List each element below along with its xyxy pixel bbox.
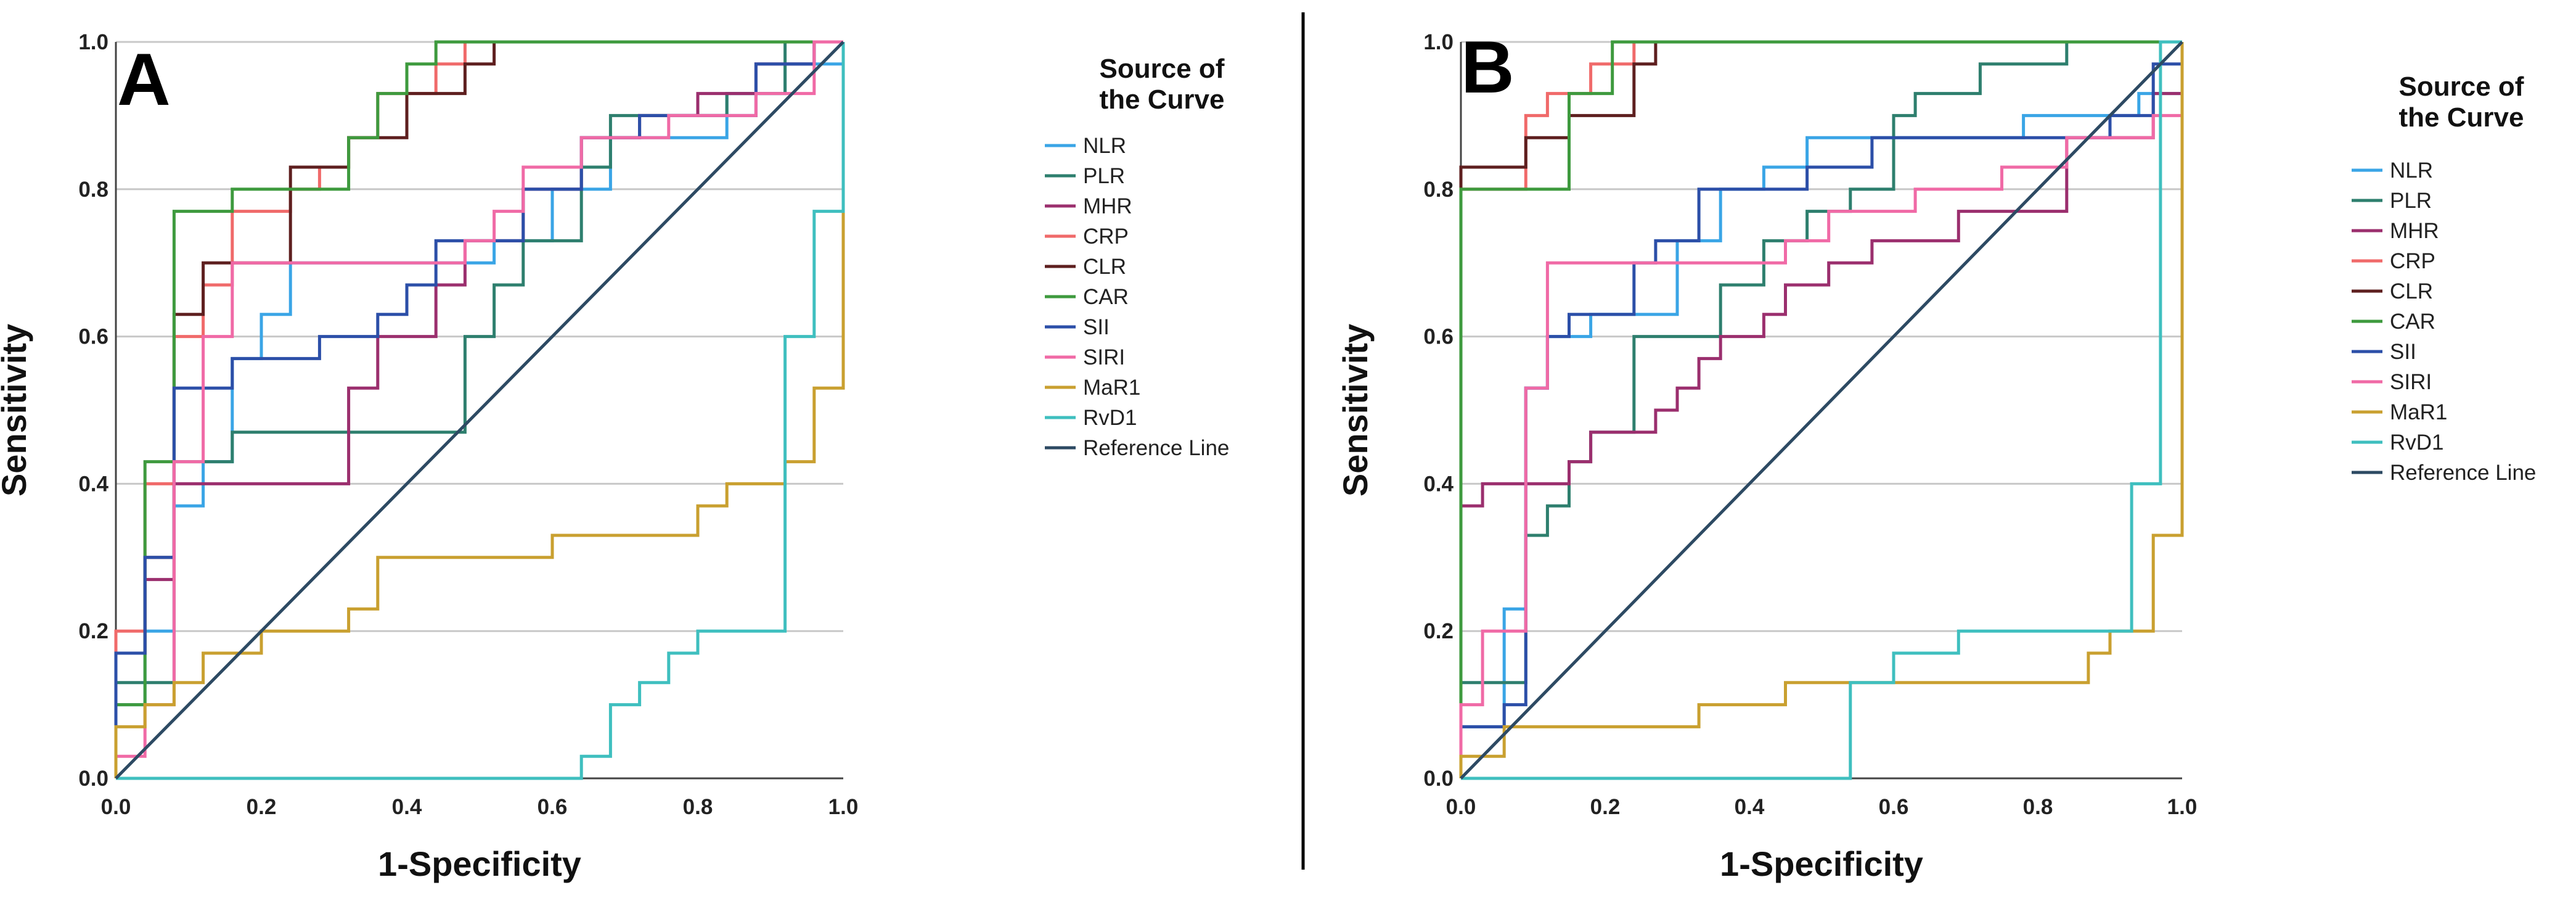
panel-b-line-car	[1459, 40, 2182, 778]
panel-b-y-axis-title: Sensitivity	[1336, 324, 1375, 496]
panel-b-x-tick-0-8: 0.8	[2023, 795, 2053, 819]
panel-a-legend-label-rvd1: RvD1	[1083, 406, 1137, 430]
panel-a-legend-label-plr: PLR	[1083, 164, 1125, 188]
panel-b-x-tick-0-2: 0.2	[1590, 795, 1621, 819]
panel-b-legend-label-crp: CRP	[2390, 249, 2435, 273]
panel-b-legend-label-siri: SIRI	[2390, 370, 2432, 394]
panel-a-x-tick-0-2: 0.2	[247, 795, 277, 819]
panel-a-legend: Source of the Curve NLR PLR MHR CRP CLR CAR SII S…	[1045, 54, 1229, 460]
panel-b-y-tick-0-0: 0.0	[1423, 767, 1454, 791]
panel-a-y-tick-1-0: 1.0	[78, 30, 108, 54]
panel-a-line-rvd1	[116, 42, 845, 780]
panel-a-x-axis-title: 1-Specificity	[378, 844, 581, 883]
panel-a-legend-label-crp: CRP	[1083, 224, 1129, 249]
panel-b-legend-label-car: CAR	[2390, 310, 2435, 334]
panel-b-y-tick-0-2: 0.2	[1423, 619, 1454, 643]
panel-a-line-mar1	[114, 42, 845, 778]
panel-b-legend-title: Source of the Curve	[2399, 72, 2524, 133]
panel-b-x-tick-0-0: 0.0	[1446, 795, 1476, 819]
panel-a-line-car	[114, 40, 843, 778]
panel-b-letter: B	[1461, 26, 1515, 109]
panel-a-legend-label-car: CAR	[1083, 285, 1129, 309]
panel-b-line-rvd1	[1461, 40, 2182, 780]
panel-a-line-siri	[114, 40, 843, 778]
panel-a-legend-label-mar1: MaR1	[1083, 376, 1140, 400]
panel-b-legend-label-mhr: MHR	[2390, 219, 2439, 243]
panel-a: 0.0 0.2 0.4 0.6 0.8 1.0 0.0 0.2 0.4 0.6 0.8 1.0 1-Sp…	[0, 30, 1229, 883]
panel-b: 0.0 0.2 0.4 0.6 0.8 1.0 0.0 0.2 0.4 0.6 0.8 1.0 1-Sp…	[1336, 26, 2536, 883]
panel-b-x-tick-1-0: 1.0	[2167, 795, 2198, 819]
panel-b-legend-label-plr: PLR	[2390, 189, 2432, 213]
panel-b-legend-label-rvd1: RvD1	[2390, 430, 2444, 455]
panel-b-line-sii	[1459, 42, 2184, 778]
panel-b-x-tick-0-6: 0.6	[1879, 795, 1909, 819]
panel-a-legend-title: Source of the Curve	[1100, 54, 1225, 115]
panel-b-y-tick-0-4: 0.4	[1423, 472, 1454, 496]
panel-a-y-tick-0-4: 0.4	[78, 472, 108, 496]
panel-a-legend-label-clr: CLR	[1083, 255, 1126, 279]
panel-b-legend-label-reference-line: Reference Line	[2390, 461, 2536, 485]
panel-a-x-tick-0-4: 0.4	[392, 795, 422, 819]
panel-b-legend-label-sii: SII	[2390, 340, 2416, 364]
panel-b-legend-label-nlr: NLR	[2390, 159, 2433, 183]
panel-a-y-tick-0-8: 0.8	[78, 178, 108, 202]
panel-a-legend-label-siri: SIRI	[1083, 345, 1125, 369]
panel-a-line-reference-line	[115, 41, 844, 780]
panel-a-y-tick-0-2: 0.2	[78, 619, 108, 643]
panel-a-y-tick-0-6: 0.6	[78, 325, 108, 349]
panel-a-legend-label-mhr: MHR	[1083, 194, 1132, 218]
panel-a-letter: A	[117, 38, 171, 121]
panel-b-x-axis-title: 1-Specificity	[1720, 844, 1923, 883]
panel-a-x-tick-0-0: 0.0	[101, 795, 131, 819]
panel-a-legend-label-reference-line: Reference Line	[1083, 436, 1229, 460]
panel-a-x-tick-1-0: 1.0	[828, 795, 859, 819]
panel-b-line-plr	[1459, 40, 2182, 778]
panel-a-y-tick-0-0: 0.0	[78, 767, 108, 791]
panel-b-x-tick-0-4: 0.4	[1735, 795, 1765, 819]
panel-b-y-tick-0-6: 0.6	[1423, 325, 1454, 349]
panel-b-legend: Source of the Curve NLR PLR MHR CRP CLR CAR SII S…	[2352, 72, 2536, 485]
panel-b-legend-label-clr: CLR	[2390, 279, 2433, 303]
panel-b-legend-label-mar1: MaR1	[2390, 400, 2447, 424]
panel-b-y-tick-1-0: 1.0	[1423, 30, 1454, 54]
panel-a-legend-label-sii: SII	[1083, 315, 1110, 339]
panel-b-line-mar1	[1459, 42, 2184, 778]
panel-a-legend-label-nlr: NLR	[1083, 134, 1126, 158]
panel-a-x-tick-0-6: 0.6	[538, 795, 568, 819]
panel-a-y-axis-title: Sensitivity	[0, 324, 33, 496]
panel-a-x-tick-0-8: 0.8	[683, 795, 713, 819]
panel-b-line-siri	[1459, 42, 2184, 778]
panel-b-y-tick-0-8: 0.8	[1423, 178, 1454, 202]
panel-b-line-reference-line	[1460, 41, 2183, 780]
panel-b-line-mhr	[1459, 42, 2184, 778]
